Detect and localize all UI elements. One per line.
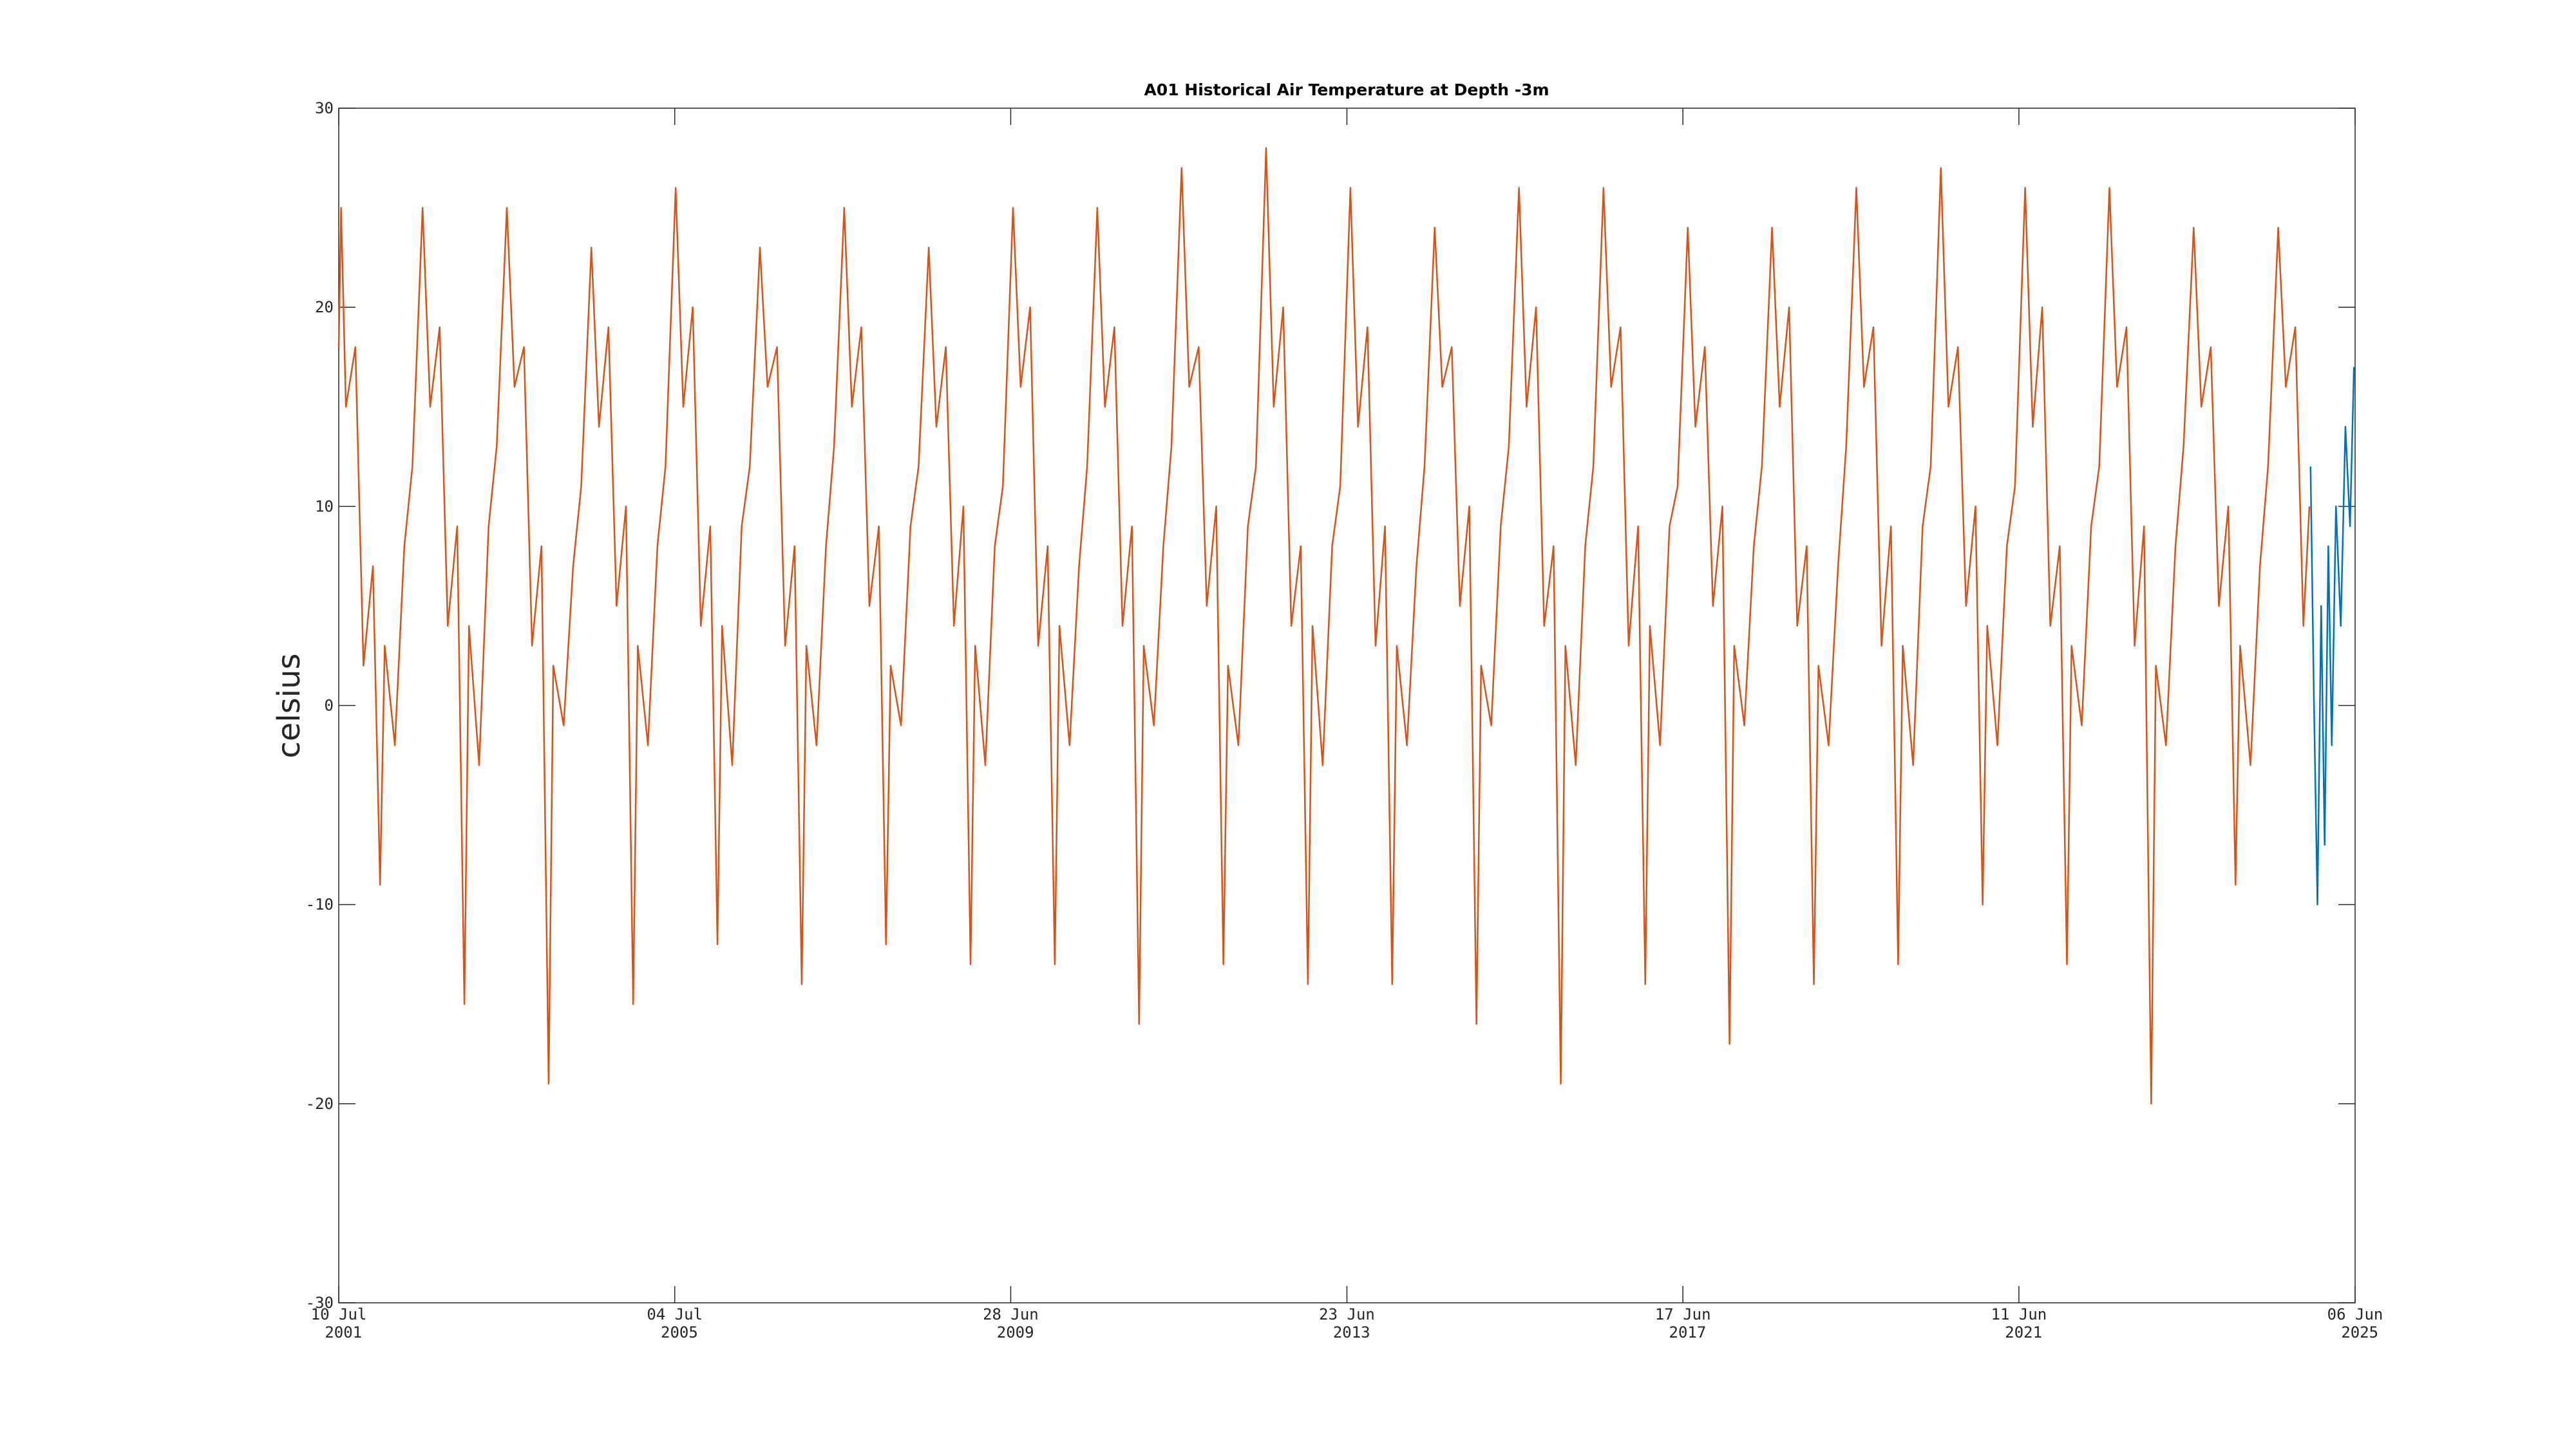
y-tick-label: 20	[315, 298, 334, 316]
x-tick-label: 10 Jul 2001	[311, 1305, 367, 1341]
plot-area: -30 -20 -10 0 10 20 30 10 Jul 2001 04 Jul 2005 28…	[306, 99, 2383, 1341]
x-tick-label-line: 04 Jul	[647, 1305, 703, 1323]
x-tick-label-line: 2013	[1323, 1323, 1370, 1341]
x-tick-label-line: 11 Jun	[1991, 1305, 2047, 1323]
data-line	[337, 147, 2311, 1105]
x-tick-label: 28 Jun 2009	[983, 1305, 1039, 1341]
x-tick-label-line: 2021	[1996, 1323, 2042, 1341]
y-tick-label: 10	[315, 497, 334, 515]
x-tick-label: 04 Jul 2005	[647, 1305, 703, 1341]
x-tick-label-line: 2005	[652, 1323, 698, 1341]
data-line	[2309, 366, 2355, 905]
x-tick-label-line: 2001	[316, 1323, 362, 1341]
x-tick-label-line: 23 Jun	[1319, 1305, 1375, 1323]
x-tick-label-line: 06 Jun	[2327, 1305, 2383, 1323]
x-tick-label-line: 28 Jun	[983, 1305, 1039, 1323]
y-axis-label: celsius	[271, 653, 307, 758]
x-tick-label: 06 Jun 2025	[2327, 1305, 2383, 1341]
x-tick-label: 11 Jun 2021	[1991, 1305, 2047, 1341]
y-tick-label: -30	[306, 1294, 334, 1312]
x-tick-label: 17 Jun 2017	[1655, 1305, 1711, 1341]
y-tick-label: -10	[306, 896, 334, 914]
x-tick-label-line: 2009	[987, 1323, 1034, 1341]
x-tick-label-line: 2017	[1660, 1323, 1706, 1341]
x-tick-label: 23 Jun 2013	[1319, 1305, 1375, 1341]
y-tick-label: 0	[325, 697, 334, 715]
y-tick-label: -20	[306, 1095, 334, 1113]
x-tick-label-line: 10 Jul	[311, 1305, 367, 1323]
y-tick-label: 30	[315, 99, 334, 117]
x-tick-label-line: 17 Jun	[1655, 1305, 1711, 1323]
chart-title: A01 Historical Air Temperature at Depth …	[1144, 80, 1549, 99]
x-tick-label-line: 2025	[2332, 1323, 2378, 1341]
